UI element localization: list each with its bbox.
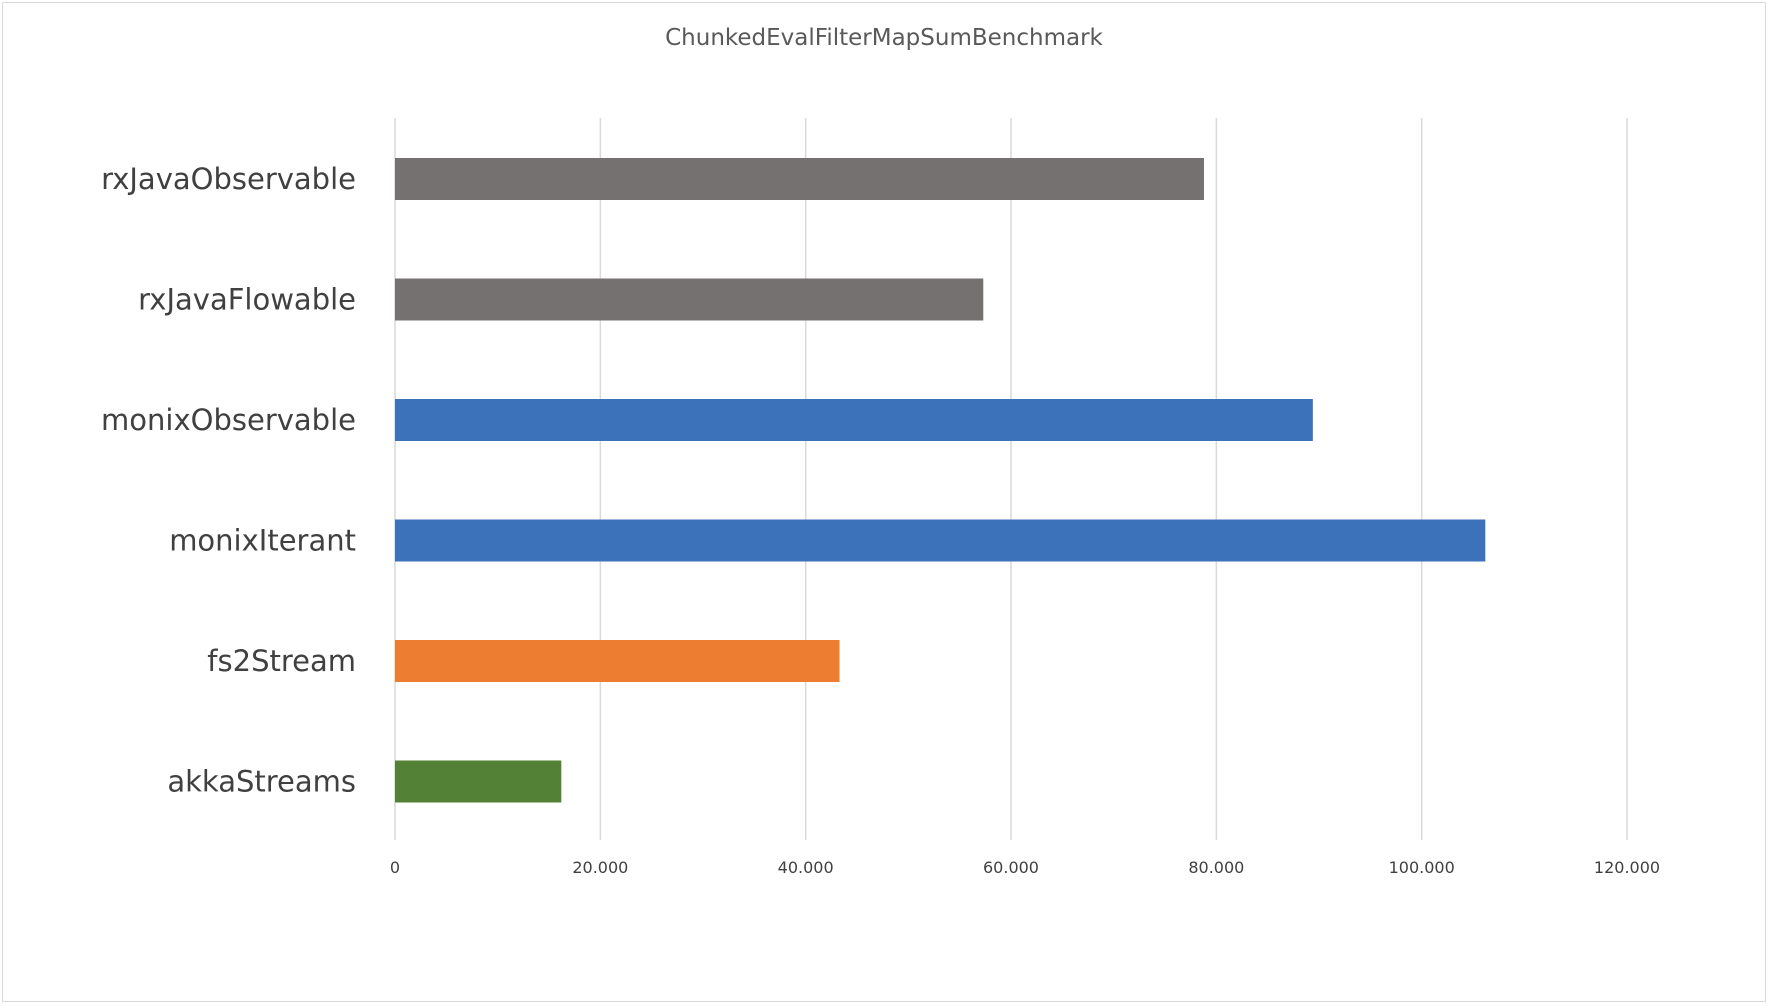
bar-fs2Stream bbox=[395, 640, 840, 682]
bar-rxJavaObservable bbox=[395, 158, 1205, 200]
category-label-rxJavaFlowable: rxJavaFlowable bbox=[138, 283, 356, 317]
bar-monixIterant bbox=[395, 519, 1486, 562]
category-label-monixIterant: monixIterant bbox=[169, 524, 356, 558]
category-label-akkaStreams: akkaStreams bbox=[167, 765, 356, 799]
bar-rxJavaFlowable bbox=[395, 278, 984, 321]
bar-akkaStreams bbox=[395, 760, 562, 803]
category-labels: rxJavaObservable rxJavaFlowable monixObser… bbox=[101, 162, 356, 799]
category-label-monixObservable: monixObservable bbox=[101, 403, 356, 437]
x-tick-label: 80.000 bbox=[1188, 858, 1244, 877]
x-tick-label: 20.000 bbox=[572, 858, 628, 877]
gridlines bbox=[394, 118, 1628, 840]
x-tick-label: 120.000 bbox=[1594, 858, 1660, 877]
chart-title: ChunkedEvalFilterMapSumBenchmark bbox=[665, 25, 1103, 51]
x-tick-label: 40.000 bbox=[778, 858, 834, 877]
bar-monixObservable bbox=[395, 399, 1313, 441]
x-tick-label: 60.000 bbox=[983, 858, 1039, 877]
x-tick-label: 100.000 bbox=[1389, 858, 1455, 877]
category-label-rxJavaObservable: rxJavaObservable bbox=[101, 162, 356, 196]
category-label-fs2Stream: fs2Stream bbox=[207, 644, 356, 678]
x-tick-label: 0 bbox=[390, 858, 400, 877]
x-axis-tick-labels: 0 20.000 40.000 60.000 80.000 100.000 120.000 bbox=[390, 858, 1660, 877]
bars bbox=[395, 158, 1486, 803]
